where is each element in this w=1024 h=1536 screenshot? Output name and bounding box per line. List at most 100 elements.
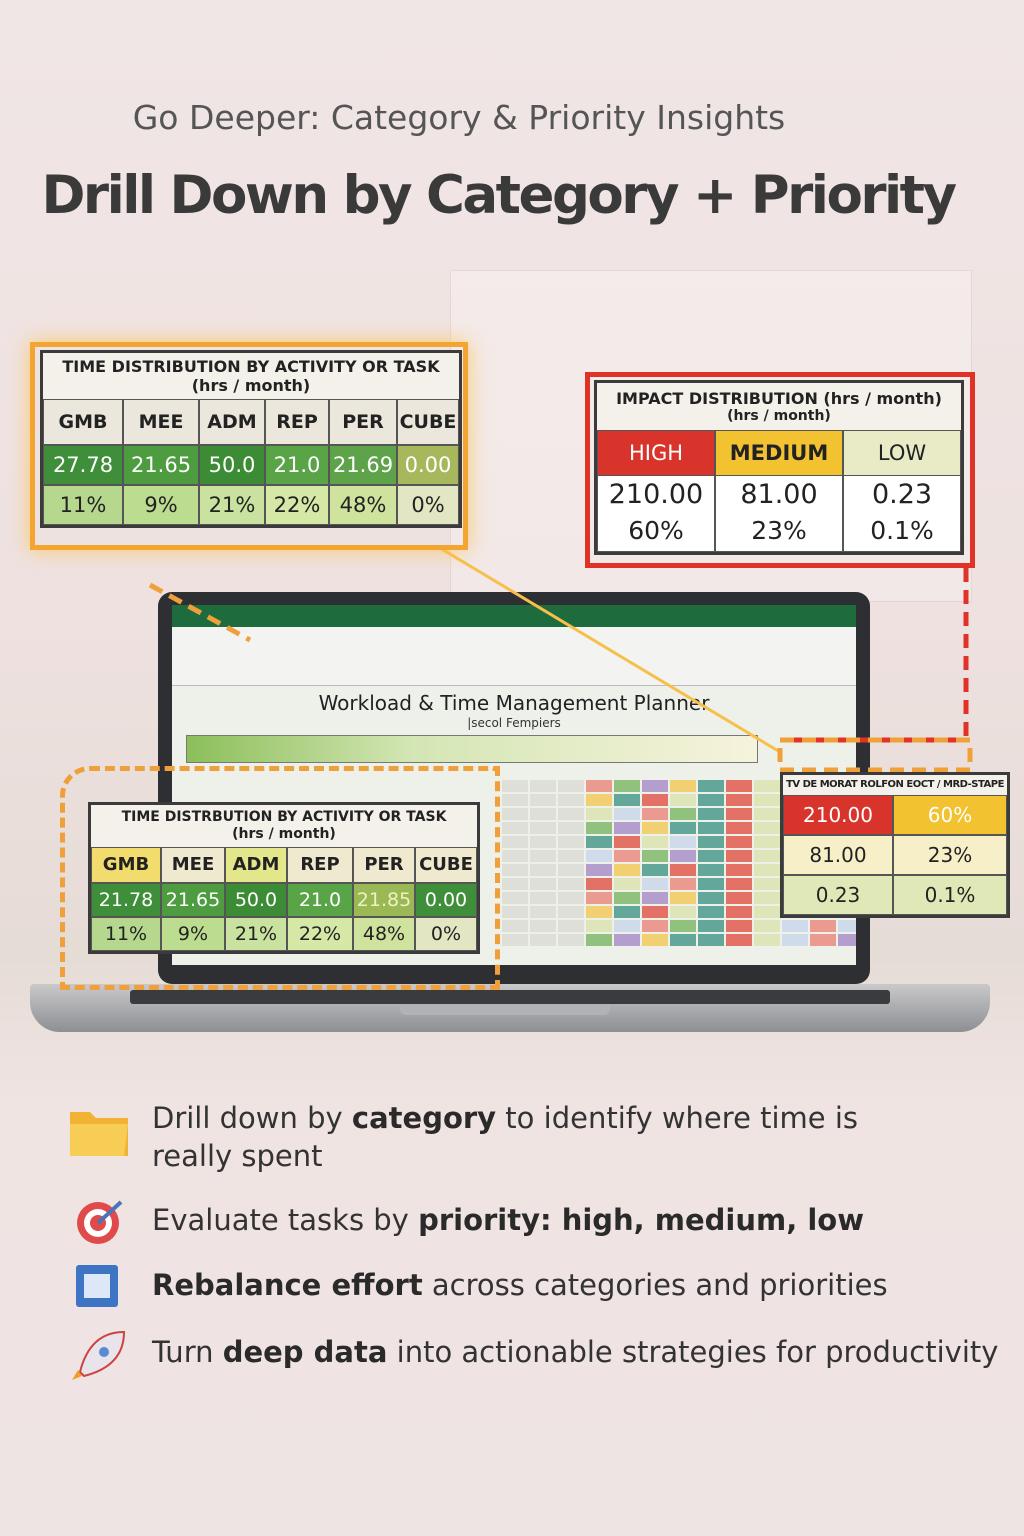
sheet-title: Workload & Time Management Planner (318, 691, 710, 715)
sheet-cell (530, 780, 556, 792)
sheet-cell (558, 794, 584, 806)
bold-text: deep data (222, 1335, 388, 1369)
value-cell: 81.00 (783, 835, 893, 875)
value-cell: 0.23 (783, 875, 893, 915)
sheet-cell (530, 892, 556, 904)
table-grid: GMB MEE ADM REP PER CUBE 21.78 21.65 50.0 21.0 21.… (91, 846, 477, 951)
sheet-cell (614, 878, 640, 890)
sheet-cell (698, 794, 724, 806)
sheet-cell (726, 920, 752, 932)
sheet-cell (530, 850, 556, 862)
highlight-frame (585, 372, 975, 568)
sheet-cell (670, 822, 696, 834)
column-header: GMB (43, 399, 123, 446)
percent-cell: 21% (199, 485, 265, 526)
sheet-cell (670, 934, 696, 946)
target-icon (96, 1200, 123, 1225)
table-grid: GMB MEE ADM REP PER CUBE 27.78 21.65 50.0 21.0 21.… (43, 399, 459, 526)
summary-band (186, 735, 758, 763)
sheet-cell (586, 794, 612, 806)
text: Evaluate tasks by (152, 1203, 419, 1237)
sheet-cell (670, 794, 696, 806)
sheet-cell (614, 808, 640, 820)
hours-cell: 0.00 (397, 445, 459, 486)
table-title: IMPACT DISTRIBUTION (hrs / month) (616, 389, 942, 408)
rocket-icon (72, 1370, 82, 1380)
hours-cell: 21.0 (265, 445, 329, 486)
percent-value: 23% (751, 516, 807, 546)
sheet-cell (502, 906, 528, 918)
table-title: TIME DISTRIBUTION BY ACTIVITY OR TASK (62, 357, 440, 376)
hours-cell: 21.65 (161, 882, 225, 917)
hours-cell: 50.0 (225, 882, 287, 917)
sheet-cell (558, 920, 584, 932)
percent-cell: 11% (91, 916, 161, 951)
table-grid: 210.00 60% 81.00 23% 0.23 0.1% (783, 795, 1007, 915)
column-header: ADM (199, 399, 265, 446)
sheet-cell (642, 808, 668, 820)
sheet-cell (726, 836, 752, 848)
column-header: PER (353, 846, 415, 883)
sheet-cell (502, 920, 528, 932)
table-title: TV DE MORAT ROLFON EOCT / MRD-STAPE (786, 779, 1004, 790)
sheet-cell (586, 780, 612, 792)
sheet-cell (614, 906, 640, 918)
sheet-cell (698, 920, 724, 932)
sheet-cell (782, 920, 808, 932)
column-header: CUBE (397, 399, 459, 446)
sheet-cell (698, 850, 724, 862)
sheet-cell (558, 822, 584, 834)
column-header: HIGH (597, 429, 715, 476)
value-cell: 0.23 0.1% (843, 475, 961, 552)
value-cell: 0.1% (893, 875, 1007, 915)
time-table: TIME DISTRBUTION BY ACTIVITY OR TASK (hrs… (88, 802, 480, 954)
sheet-cell (726, 794, 752, 806)
sheet-cell (502, 878, 528, 890)
sheet-cell (586, 920, 612, 932)
percent-cell: 21% (225, 916, 287, 951)
sheet-cell (614, 794, 640, 806)
ribbon (172, 605, 856, 627)
sheet-cell (502, 794, 528, 806)
sheet-cell (726, 878, 752, 890)
sheet-cell (670, 906, 696, 918)
sheet-cell (614, 836, 640, 848)
bullet-text: Drill down by category to identify where… (152, 1100, 912, 1175)
column-header: MEE (123, 399, 199, 446)
sheet-cell (754, 822, 780, 834)
bullet-text: Rebalance effort across categories and p… (152, 1267, 1002, 1305)
bullet-text: Evaluate tasks by priority: high, medium… (152, 1202, 1002, 1240)
column-header: PER (329, 399, 397, 446)
hours-cell: 21.65 (123, 445, 199, 486)
sheet-cell (558, 892, 584, 904)
percent-cell: 22% (265, 485, 329, 526)
sheet-cell (614, 822, 640, 834)
sheet-cell (670, 808, 696, 820)
sheet-cell (530, 878, 556, 890)
sheet-cell (502, 850, 528, 862)
value-cell: 210.00 60% (597, 475, 715, 552)
sheet-cell (670, 864, 696, 876)
column-header: CUBE (415, 846, 477, 883)
sheet-cell (614, 850, 640, 862)
sheet-cell (670, 836, 696, 848)
text: Turn (152, 1335, 223, 1369)
sheet-cell (726, 864, 752, 876)
sheet-cell (642, 822, 668, 834)
sheet-cell (558, 906, 584, 918)
trackpad-notch (400, 1005, 610, 1015)
sheet-cell (782, 934, 808, 946)
highlight-frame (60, 766, 500, 990)
hours-value: 210.00 (608, 479, 704, 511)
percent-value: 60% (628, 516, 684, 546)
keyboard (130, 990, 890, 1004)
sheet-cell (670, 850, 696, 862)
percent-cell: 0% (415, 916, 477, 951)
sheet-cell (558, 780, 584, 792)
impact-mini-table: TV DE MORAT ROLFON EOCT / MRD-STAPE 210.0… (780, 772, 1010, 918)
table-grid: HIGH MEDIUM LOW (597, 429, 961, 476)
sheet-cell (530, 794, 556, 806)
sheet-cell (558, 864, 584, 876)
sheet-cell (642, 794, 668, 806)
